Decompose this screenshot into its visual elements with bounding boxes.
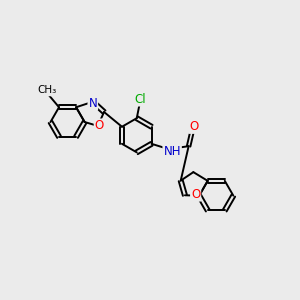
Text: O: O <box>191 188 200 201</box>
Text: O: O <box>94 119 104 132</box>
Text: O: O <box>189 120 198 133</box>
Text: CH₃: CH₃ <box>38 85 57 95</box>
Text: Cl: Cl <box>134 93 146 106</box>
Text: NH: NH <box>164 145 181 158</box>
Text: N: N <box>88 97 97 110</box>
